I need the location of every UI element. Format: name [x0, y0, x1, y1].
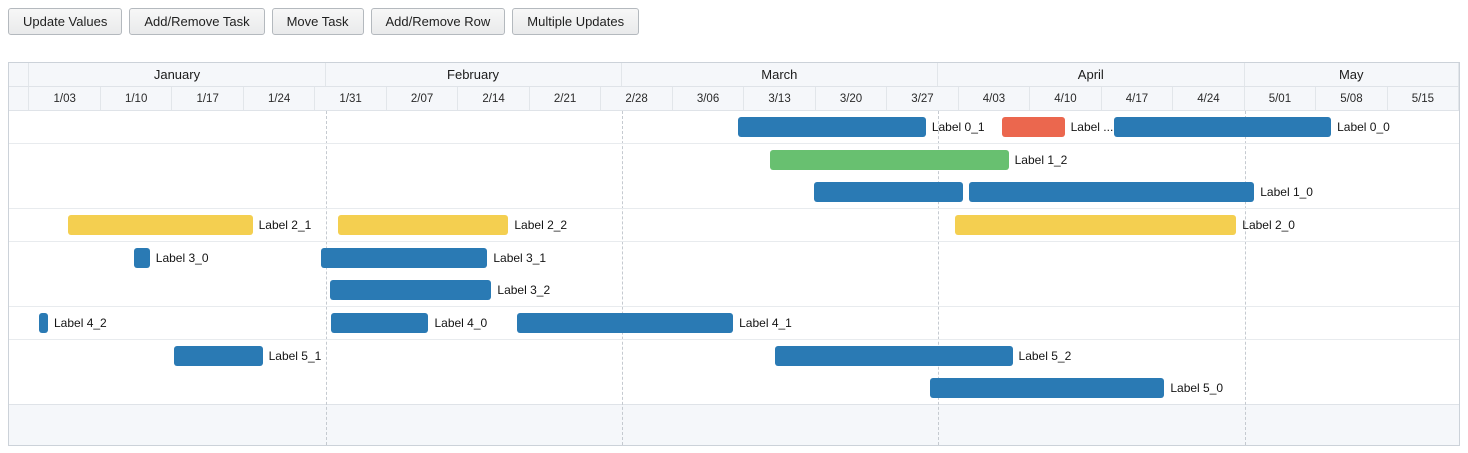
gantt-bar-[interactable]: [1001, 117, 1065, 137]
bar-label: Label 2_0: [1242, 218, 1295, 232]
gantt-bar-5_0[interactable]: [929, 378, 1165, 398]
gantt-bar-3_2[interactable]: [329, 280, 492, 300]
week-tick-cell: 2/07: [387, 87, 459, 110]
bar-label: Label 5_1: [268, 349, 322, 363]
gantt-line: Label 3_2: [9, 274, 1459, 306]
bar-label: Label 2_1: [258, 218, 312, 232]
gantt-bar-3_0[interactable]: [133, 248, 150, 268]
bar-label: Label 2_2: [514, 218, 568, 232]
bar-label: Label 0_1: [931, 120, 985, 134]
gantt-bar-1_0[interactable]: [968, 182, 1255, 202]
toolbar: Update Values Add/Remove Task Move Task Add…: [8, 8, 640, 35]
bar-label: Label 5_0: [1170, 381, 1224, 395]
bar-label: Label 0_0: [1337, 120, 1390, 134]
gantt-line: Label 1_2: [9, 144, 1459, 176]
gantt-bar-2_0[interactable]: [954, 215, 1237, 235]
month-gridline: [325, 111, 327, 445]
month-gridline: [938, 111, 940, 445]
week-tick-cell: 3/20: [816, 87, 888, 110]
bar-label: Label 3_0: [155, 251, 209, 265]
row-3: Label 3_0 Label 3_1 Label 3_2: [9, 241, 1459, 306]
month-header-row: January February March April May: [9, 63, 1459, 87]
week-tick-cell: 3/13: [744, 87, 816, 110]
month-gridline: [621, 111, 623, 445]
gantt-bar-1_2[interactable]: [769, 150, 1009, 170]
update-values-button[interactable]: Update Values: [8, 8, 123, 35]
bar-label: Label 5_2: [1018, 349, 1072, 363]
week-tick-cell: 5/15: [1388, 87, 1460, 110]
chart-body: Label 0_1 Label ... Label 0_0 Label 1_2 Labe…: [9, 111, 1459, 445]
month-header-cell: January: [29, 63, 326, 86]
bar-label: Label 1_0: [1260, 185, 1313, 199]
multiple-updates-button[interactable]: Multiple Updates: [512, 8, 640, 35]
task-rows: Label 0_1 Label ... Label 0_0 Label 1_2 Labe…: [9, 111, 1459, 404]
week-tick-cell: 1/10: [101, 87, 173, 110]
gantt-bar-5_1[interactable]: [173, 346, 263, 366]
week-tick-cell: 1/24: [244, 87, 316, 110]
bar-label: Label ...: [1070, 120, 1114, 134]
week-tick-cell: 5/01: [1245, 87, 1317, 110]
gantt-bar-4_2[interactable]: [39, 313, 48, 333]
bar-label: Label 3_1: [493, 251, 547, 265]
month-header-cell: February: [326, 63, 622, 86]
bar-label: Label 4_1: [739, 316, 792, 330]
gantt-bar-4_0[interactable]: [330, 313, 429, 333]
week-tick-cell: 1/17: [172, 87, 244, 110]
bar-label: Label 1_2: [1014, 153, 1068, 167]
week-tick-cell: 3/27: [887, 87, 959, 110]
row-2: Label 2_1 Label 2_2 Label 2_0: [9, 208, 1459, 241]
gantt-line: Label 4_2 Label 4_0 Label 4_1: [9, 307, 1459, 339]
month-header-cell: April: [938, 63, 1245, 86]
month-header-lead-cell: [9, 63, 30, 86]
gantt-bar-3_1[interactable]: [320, 248, 488, 268]
week-tick-cell: 2/14: [458, 87, 530, 110]
row-0: Label 0_1 Label ... Label 0_0: [9, 111, 1459, 143]
row-1: Label 1_2 Label 1_0: [9, 143, 1459, 208]
gantt-line: Label 1_0: [9, 176, 1459, 208]
add-remove-task-button[interactable]: Add/Remove Task: [129, 8, 265, 35]
bar-label: Label 4_2: [54, 316, 107, 330]
row-4: Label 4_2 Label 4_0 Label 4_1: [9, 306, 1459, 339]
gantt-line: Label 2_1 Label 2_2 Label 2_0: [9, 209, 1459, 241]
gantt-bar-0_1[interactable]: [738, 117, 926, 137]
week-tick-row: 1/03 1/10 1/17 1/24 1/31 2/07 2/14 2/21 2/28 3/06…: [9, 87, 1460, 111]
gantt-bar-0_0[interactable]: [1114, 117, 1332, 137]
month-header-cell: May: [1245, 63, 1459, 86]
gantt-line: Label 5_0: [9, 372, 1459, 404]
week-tick-cell: 4/03: [959, 87, 1031, 110]
bar-label: Label 3_2: [497, 283, 551, 297]
week-tick-cell: 1/31: [315, 87, 387, 110]
week-tick-cell: 4/17: [1102, 87, 1174, 110]
move-task-button[interactable]: Move Task: [271, 8, 364, 35]
gantt-bar-2_2[interactable]: [337, 215, 509, 235]
gantt-line: Label 5_1 Label 5_2: [9, 340, 1459, 372]
week-tick-cell: 5/08: [1316, 87, 1388, 110]
gantt-line: Label 3_0 Label 3_1: [9, 242, 1459, 274]
gantt-bar-2_1[interactable]: [67, 215, 253, 235]
month-gridline: [1244, 111, 1246, 445]
week-tick-cell: 2/21: [530, 87, 602, 110]
week-tick-cell: 4/10: [1030, 87, 1102, 110]
row-5: Label 5_1 Label 5_2 Label 5_0: [9, 339, 1459, 404]
gantt-chart: January February March April May 1/03 1/10 1/1…: [8, 62, 1460, 446]
gantt-bar-5_2[interactable]: [774, 346, 1013, 366]
gantt-bar[interactable]: [813, 182, 963, 202]
chart-footer-band: [9, 404, 1459, 445]
gantt-line: Label 0_1 Label ... Label 0_0: [9, 111, 1459, 143]
week-tick-cell: 3/06: [673, 87, 745, 110]
week-tick-cell: 1/03: [29, 87, 101, 110]
add-remove-row-button[interactable]: Add/Remove Row: [370, 8, 506, 35]
week-tick-cell: 4/24: [1173, 87, 1245, 110]
gantt-bar-4_1[interactable]: [517, 313, 734, 333]
week-tick-cell: 2/28: [601, 87, 673, 110]
bar-label: Label 4_0: [434, 316, 488, 330]
month-header-cell: March: [622, 63, 939, 86]
week-tick-lead-cell: [9, 87, 30, 110]
